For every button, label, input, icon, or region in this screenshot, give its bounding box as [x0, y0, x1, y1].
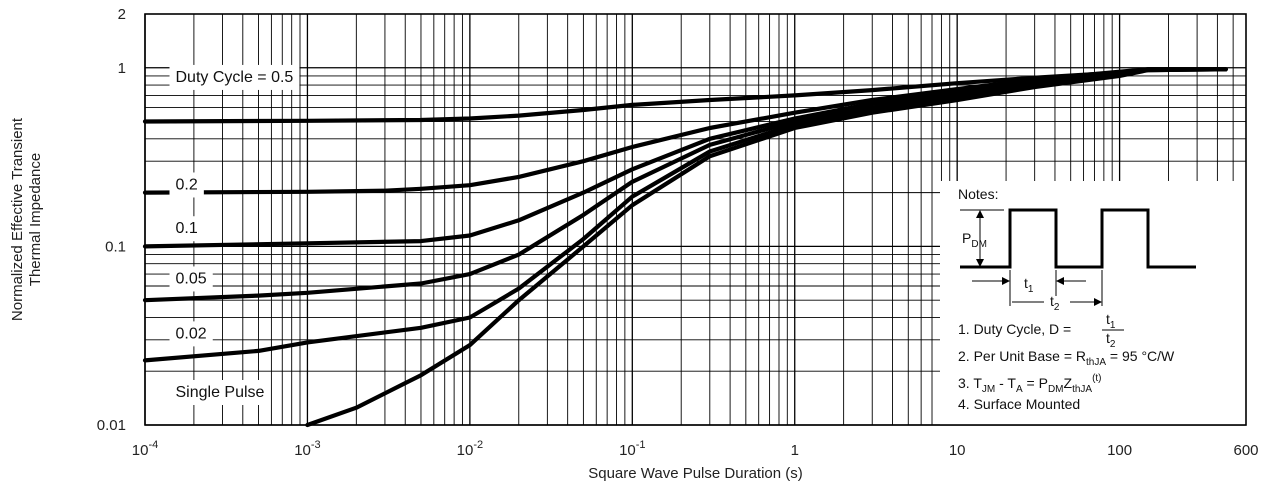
x-tick-label: 10-2	[457, 439, 483, 459]
curve-labels: Duty Cycle = 0.5 0.2 0.1 0.05 0.02 Single Pul…	[169, 64, 300, 406]
series-label-bg-0	[169, 64, 300, 90]
y-tick-label: 1	[118, 60, 126, 77]
x-tick-label: 100	[1107, 442, 1132, 459]
y-tick-label: 0.1	[105, 238, 126, 255]
curves	[142, 67, 1228, 428]
series-label-bg-3	[169, 266, 213, 292]
note-duty-cycle: 1. Duty Cycle, D =	[958, 321, 1071, 337]
pdm-label: PDM	[962, 230, 987, 250]
series-label-4: 0.02	[176, 325, 207, 342]
note-temp-equation: 3. TJM - TA = PDMZthJA(t)	[958, 373, 1102, 395]
t1-arrow-left-head	[1002, 277, 1010, 285]
x-tick-label: 1	[791, 442, 799, 459]
series-label-2: 0.1	[176, 220, 198, 237]
t2-arrow-right-head	[1094, 298, 1102, 306]
pdm-arrow-head-down	[976, 259, 984, 267]
t1-label: t1	[1024, 275, 1034, 295]
series-label-0: Duty Cycle = 0.5	[176, 69, 294, 86]
notes-box: Notes: PDM t1 t2 1. Duty Cycle, D = t1 t…	[940, 181, 1246, 425]
x-tick-label: 10	[949, 442, 966, 459]
y-tick-label: 2	[118, 6, 126, 23]
notes-title: Notes:	[958, 186, 998, 202]
series-line-5	[305, 67, 1228, 428]
series-label-bg-5	[169, 380, 271, 406]
note-frac-den: t2	[1106, 330, 1116, 350]
pdm-arrow-head-up	[976, 210, 984, 218]
axes: 10-4 10-3 10-2 10-1 1 10 100 600 2 1 0.1 0.01 Square…	[9, 6, 1259, 482]
series-label-bg-1	[169, 172, 204, 198]
series-label-3: 0.05	[176, 270, 207, 287]
x-tick-label: 10-1	[619, 439, 645, 459]
plot-frame	[144, 13, 1247, 426]
y-axis-label: Normalized Effective Transient	[9, 117, 26, 321]
x-tick-label: 600	[1233, 442, 1258, 459]
note-frac-num: t1	[1106, 311, 1116, 331]
series-label-bg-2	[169, 216, 204, 242]
x-axis-label: Square Wave Pulse Duration (s)	[588, 465, 803, 482]
x-tick-label: 10-3	[294, 439, 320, 459]
series-label-1: 0.2	[176, 176, 198, 193]
series-label-bg-4	[169, 321, 213, 347]
series-label-5: Single Pulse	[176, 384, 265, 401]
x-tick-label: 10-4	[132, 439, 158, 459]
y-tick-label: 0.01	[97, 417, 126, 434]
t2-label: t2	[1050, 293, 1060, 313]
pulse-waveform	[960, 208, 1196, 269]
note-surface-mounted: 4. Surface Mounted	[958, 396, 1080, 412]
y-axis-label: Thermal Impedance	[27, 153, 44, 286]
t1-arrow-right-head	[1056, 277, 1064, 285]
note-per-unit-base: 2. Per Unit Base = RthJA = 95 °C/W	[958, 348, 1175, 368]
notes-background	[940, 181, 1246, 425]
